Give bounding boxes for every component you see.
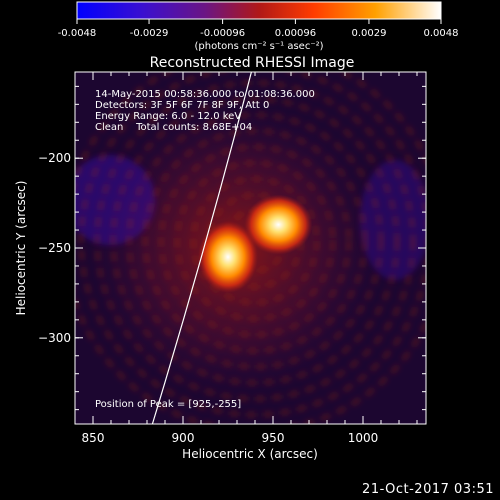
- colorbar-tick-label: -0.0029: [130, 28, 169, 39]
- ripple-ring: [110, 96, 400, 386]
- colorbar-tick-label: -0.00096: [200, 28, 245, 39]
- sources-layer: [198, 194, 313, 293]
- x-tick-label: 1000: [348, 431, 379, 445]
- info-block: 14-May-2015 00:58:36.000 to 01:08:36.000…: [95, 89, 315, 133]
- colorbar-tick-label: -0.0048: [58, 28, 97, 39]
- x-tick-label: 850: [82, 431, 105, 445]
- x-tick-label: 900: [172, 431, 195, 445]
- colorbar-unit-label: (photons cm⁻² s⁻¹ asec⁻²): [194, 41, 323, 52]
- y-axis: −200 −250 −300: [38, 85, 426, 411]
- violet-patch-left: [75, 155, 155, 245]
- plot-area: [75, 72, 426, 424]
- y-tick-label: −200: [38, 151, 71, 165]
- info-line-time: 14-May-2015 00:58:36.000 to 01:08:36.000: [95, 89, 315, 100]
- hxr-source: [198, 220, 258, 293]
- info-line-detectors: Detectors: 3F 5F 6F 7F 8F 9F, Att 0: [95, 100, 269, 111]
- colorbar: -0.0048 -0.0029 -0.00096 0.00096 0.0029 0.004…: [58, 1, 459, 52]
- y-tick-label: −300: [38, 331, 71, 345]
- ripple-ring: [190, 176, 320, 306]
- info-line-energy: Energy Range: 6.0 - 12.0 keV: [95, 111, 241, 122]
- footer-date: 21-Oct-2017 03:51: [362, 482, 494, 497]
- colorbar-tick-label: 0.0029: [351, 28, 386, 39]
- peak-label: Position of Peak = [925,-255]: [95, 399, 241, 410]
- x-axis: 850 900 950 1000: [82, 72, 418, 445]
- ripple-ring: [94, 80, 416, 402]
- y-tick-label: −250: [38, 241, 71, 255]
- x-tick-label: 950: [262, 431, 285, 445]
- hxr-source: [244, 194, 313, 255]
- ripple-ring: [78, 72, 426, 418]
- colorbar-tick-label: 0.0048: [424, 28, 459, 39]
- colorbar-gradient: [76, 1, 442, 20]
- ripple-pattern: [75, 72, 426, 424]
- x-axis-label: Heliocentric X (arcsec): [182, 447, 318, 461]
- ripple-ring: [142, 128, 368, 354]
- y-axis-label: Heliocentric Y (arcsec): [14, 181, 28, 316]
- colorbar-tick-label: 0.00096: [275, 28, 316, 39]
- ripple-ring: [158, 144, 352, 338]
- solar-limb: [151, 72, 252, 424]
- chart-title: Reconstructed RHESSI Image: [150, 55, 355, 71]
- ripple-ring: [126, 112, 384, 370]
- colorbar-ticks: -0.0048 -0.0029 -0.00096 0.00096 0.0029 0.004…: [58, 19, 459, 39]
- info-line-clean: Clean Total counts: 8.68E+04: [95, 122, 252, 133]
- ripple-ring: [174, 160, 336, 322]
